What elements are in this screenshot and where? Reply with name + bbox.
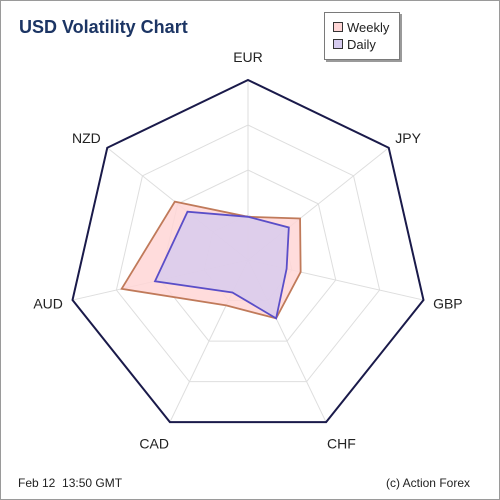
axis-label-gbp: GBP <box>433 296 463 312</box>
legend-item-weekly: Weekly <box>333 19 389 35</box>
chart-title: USD Volatility Chart <box>19 17 188 37</box>
legend-label-weekly: Weekly <box>347 19 390 35</box>
timestamp: Feb 12 13:50 GMT <box>18 476 123 490</box>
outer-outline <box>71 78 425 424</box>
legend: Weekly Daily <box>324 12 400 60</box>
legend-swatch-daily <box>333 39 343 49</box>
axis-label-jpy: JPY <box>395 130 421 146</box>
credit: (c) Action Forex <box>385 476 470 490</box>
axis-label-nzd: NZD <box>72 130 101 146</box>
legend-label-daily: Daily <box>347 36 376 52</box>
legend-swatch-weekly <box>333 22 343 32</box>
grid-ring-3 <box>115 124 381 383</box>
axis-label-cad: CAD <box>139 436 169 452</box>
axis-label-chf: CHF <box>327 436 356 452</box>
series-daily-area <box>153 210 290 320</box>
legend-item-daily: Daily <box>333 36 376 52</box>
axis-label-aud: AUD <box>33 296 63 312</box>
axis-label-eur: EUR <box>233 49 263 65</box>
